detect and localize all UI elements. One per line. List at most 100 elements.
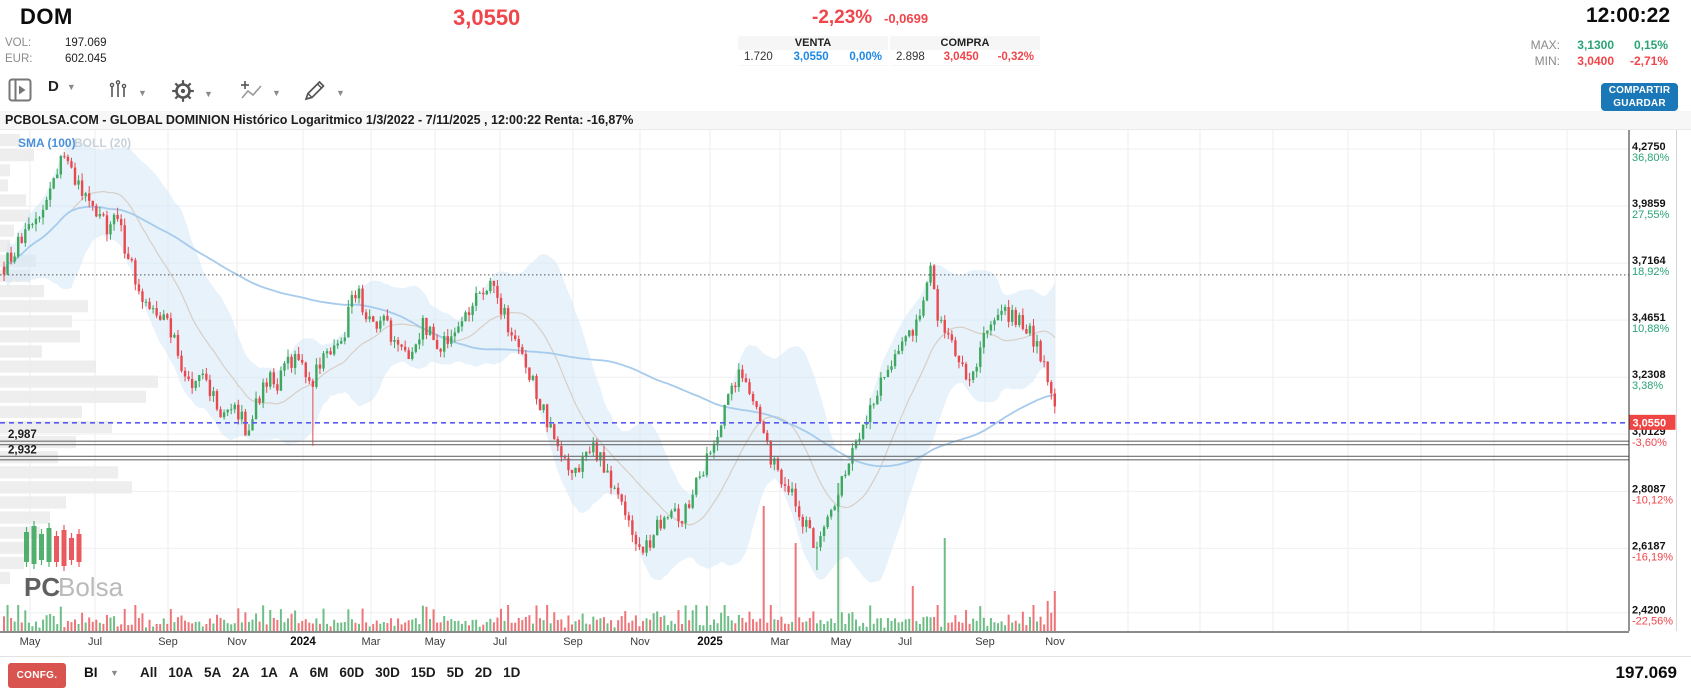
svg-text:3,0550: 3,0550 <box>1633 417 1667 429</box>
time-axis-label: Mar <box>361 636 381 648</box>
config-button[interactable]: CONFG. <box>8 663 66 688</box>
gear-icon <box>170 78 196 109</box>
eur-row: EUR: 602.045 <box>5 53 107 65</box>
vol-value: 197.069 <box>65 37 107 49</box>
bid-box: VENTA 1.720 3,0550 0,00% <box>738 36 888 66</box>
min-value: 3,0400 <box>1577 54 1614 68</box>
toggle-panel-button[interactable] <box>8 78 32 107</box>
min-percent: -2,71% <box>1629 54 1668 68</box>
bollinger-band <box>3 139 1056 583</box>
timeframe-1a[interactable]: 1A <box>260 665 278 680</box>
chart-area: 2,987 2,932 4,2750 36,80% 3,9859 27,55% 3,7164… <box>0 130 1691 633</box>
svg-text:-16,19%: -16,19% <box>1632 551 1673 563</box>
eur-value: 602.045 <box>65 53 107 65</box>
svg-text:3,2308: 3,2308 <box>1632 369 1666 381</box>
time-axis-label: Jul <box>87 636 103 648</box>
timeframe-a[interactable]: A <box>288 665 299 680</box>
time-axis-label: Nov <box>227 636 247 648</box>
change-percent: -2,23% <box>812 7 873 28</box>
time-axis-label: Nov <box>1045 636 1065 648</box>
max-row: MAX: 3,1300 0,15% <box>1531 38 1668 52</box>
time-axis-label: Sep <box>975 636 995 648</box>
bid-price: 3,0550 <box>793 51 829 63</box>
timeframe-30d[interactable]: 30D <box>375 665 400 680</box>
svg-text:3,9859: 3,9859 <box>1632 198 1666 210</box>
save-label: GUARDAR <box>1613 98 1666 109</box>
timeframe-all[interactable]: All <box>140 665 158 680</box>
timeframe-1d[interactable]: 1D <box>503 665 521 680</box>
time-axis-label: 2024 <box>290 636 316 648</box>
min-label: MIN: <box>1534 54 1560 68</box>
session-volume: 197.069 <box>1615 663 1677 682</box>
indicator-plus-icon <box>238 78 264 107</box>
volume-profile <box>0 134 158 585</box>
add-indicator-button[interactable]: ▼ <box>238 78 281 107</box>
last-price: 3,0550 <box>453 5 521 30</box>
share-save-button[interactable]: COMPARTIR GUARDAR <box>1601 83 1678 111</box>
watermark-text-bold: PC <box>24 572 60 602</box>
timeframe-60d[interactable]: 60D <box>339 665 365 680</box>
chart-type-selector[interactable]: ▼ <box>106 78 147 107</box>
timeframe-2d[interactable]: 2D <box>474 665 493 680</box>
svg-text:-10,12%: -10,12% <box>1632 494 1673 506</box>
max-percent: 0,15% <box>1633 38 1668 52</box>
time-axis-label: Nov <box>630 636 650 648</box>
svg-text:SMA (100): SMA (100) <box>18 136 76 150</box>
change-absolute: -0,0699 <box>884 11 929 26</box>
time-axis[interactable]: May Jul Sep Nov 2024 Mar May Jul Sep Nov 2025 Mar Ma… <box>0 633 1629 655</box>
timeframe-15d[interactable]: 15D <box>410 665 436 680</box>
svg-text:2,932: 2,932 <box>8 444 37 456</box>
time-axis-label: May <box>19 636 41 648</box>
svg-text:BOLL (20): BOLL (20) <box>74 136 131 150</box>
share-label: COMPARTIR <box>1608 85 1671 96</box>
timeframe-5a[interactable]: 5A <box>204 665 222 680</box>
svg-text:2,6187: 2,6187 <box>1632 540 1666 552</box>
interval-mode-selector[interactable]: BI <box>84 665 98 680</box>
svg-text:2,8087: 2,8087 <box>1632 483 1666 495</box>
svg-text:3,4651: 3,4651 <box>1632 312 1666 324</box>
time-axis-label: Sep <box>158 636 178 648</box>
eur-label: EUR: <box>5 53 33 65</box>
volume-bars <box>3 483 1056 631</box>
chevron-down-icon: ▼ <box>138 87 147 98</box>
settings-button[interactable]: ▼ <box>170 78 213 109</box>
svg-text:10,88%: 10,88% <box>1632 323 1670 335</box>
svg-text:-3,60%: -3,60% <box>1632 437 1667 449</box>
watermark-text-light: Bolsa <box>58 572 124 602</box>
timeframe-10a[interactable]: 10A <box>168 665 194 680</box>
min-row: MIN: 3,0400 -2,71% <box>1535 54 1668 68</box>
support-levels: 2,987 2,932 <box>0 429 1629 461</box>
time-axis-label: Jul <box>492 636 508 648</box>
time-axis-label: May <box>424 636 446 648</box>
chart-type-icon <box>106 78 130 107</box>
bid-percent: 0,00% <box>849 51 882 63</box>
timeframe-list: All 10A 5A 2A 1A A 6M 60D 30D 15D 5D 2D 1D <box>140 665 520 680</box>
interval-label: D <box>48 78 59 95</box>
volume-row: VOL: 197.069 <box>5 37 107 49</box>
svg-text:36,80%: 36,80% <box>1632 152 1670 164</box>
ask-box: COMPRA 2.898 3,0450 -0,32% <box>890 36 1040 66</box>
timeframe-6m[interactable]: 6M <box>309 665 329 680</box>
max-label: MAX: <box>1530 38 1560 52</box>
chart-title: PCBOLSA.COM - GLOBAL DOMINION Histórico … <box>5 113 634 127</box>
chevron-down-icon: ▼ <box>110 668 119 678</box>
chart-toolbar: D ▼ ▼ ▼ ▼ <box>0 78 1691 108</box>
timeframe-2a[interactable]: 2A <box>232 665 250 680</box>
interval-selector[interactable]: D ▼ <box>48 78 76 95</box>
panel-toggle-icon <box>8 78 32 107</box>
drawing-tools-button[interactable]: ▼ <box>302 78 345 107</box>
svg-text:2,987: 2,987 <box>8 429 37 441</box>
svg-text:27,55%: 27,55% <box>1632 209 1670 221</box>
timeframe-5d[interactable]: 5D <box>446 665 464 680</box>
max-value: 3,1300 <box>1577 38 1614 52</box>
chevron-down-icon: ▼ <box>336 87 345 98</box>
svg-text:3,38%: 3,38% <box>1632 380 1663 392</box>
time-axis-label: 2025 <box>697 636 723 648</box>
bid-size: 1.720 <box>744 51 773 63</box>
bid-title: VENTA <box>794 37 832 49</box>
time-axis-label: Sep <box>563 636 583 648</box>
